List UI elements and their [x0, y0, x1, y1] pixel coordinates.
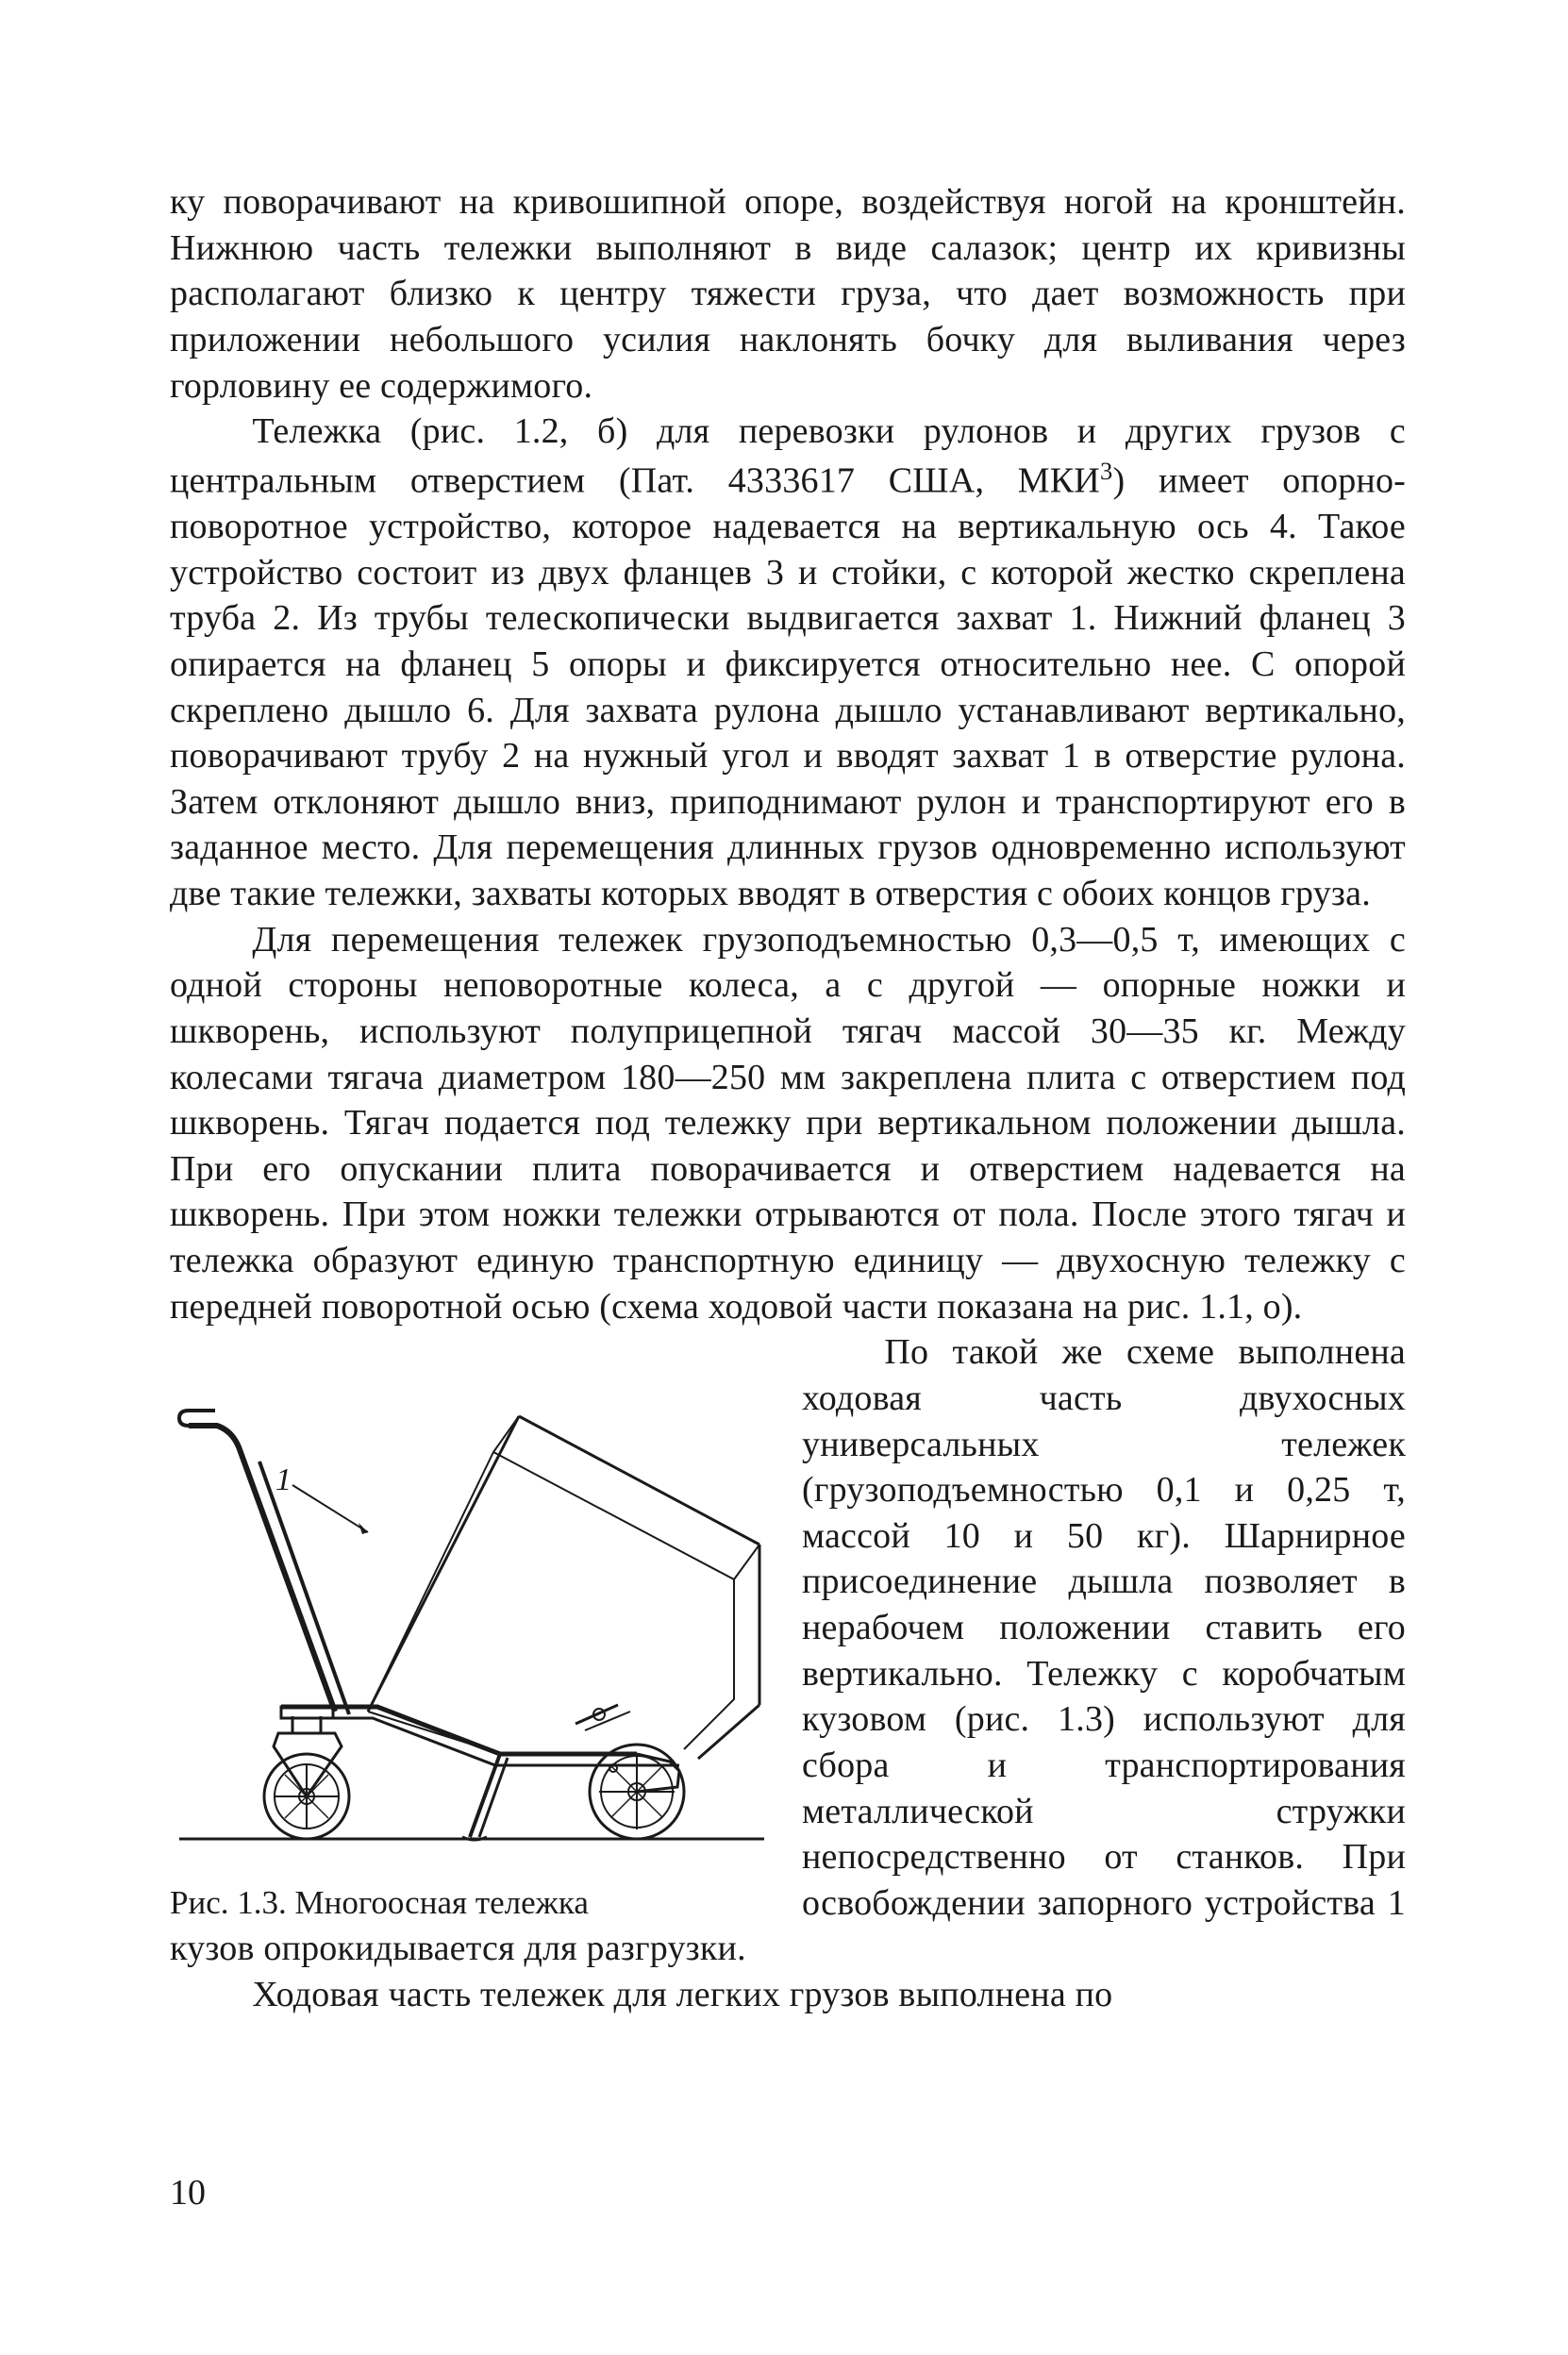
paragraph-5: Ходовая часть тележек для легких грузов …	[170, 1972, 1406, 2018]
page-number: 10	[170, 2172, 206, 2213]
callout-1-label: 1	[275, 1462, 292, 1497]
handle-bar	[179, 1411, 349, 1714]
p2-superscript: 3	[1100, 457, 1113, 485]
cart-diagram-svg: 1	[170, 1339, 774, 1867]
support-leg	[462, 1754, 508, 1840]
p2-part-b: ) имеет опорно-поворотное устройство, ко…	[170, 460, 1406, 913]
paragraph-3: Для перемещения тележек грузоподъемность…	[170, 917, 1406, 1330]
figure-caption: Рис. 1.3. Многоосная тележка	[170, 1884, 774, 1922]
hopper-body	[368, 1416, 759, 1759]
figure-1-3: 1 Рис. 1.3. Многоосная тележка	[170, 1339, 774, 1922]
callout-1: 1	[275, 1462, 368, 1534]
paragraph-2: Тележка (рис. 1.2, б) для перевозки руло…	[170, 409, 1406, 917]
paragraph-1: ку поворачивают на кривошипной опоре, во…	[170, 179, 1406, 409]
figure-text-wrap: 1 Рис. 1.3. Многоосная тележка По такой …	[170, 1329, 1406, 2017]
page-body: ку поворачивают на кривошипной опоре, во…	[170, 179, 1406, 2018]
